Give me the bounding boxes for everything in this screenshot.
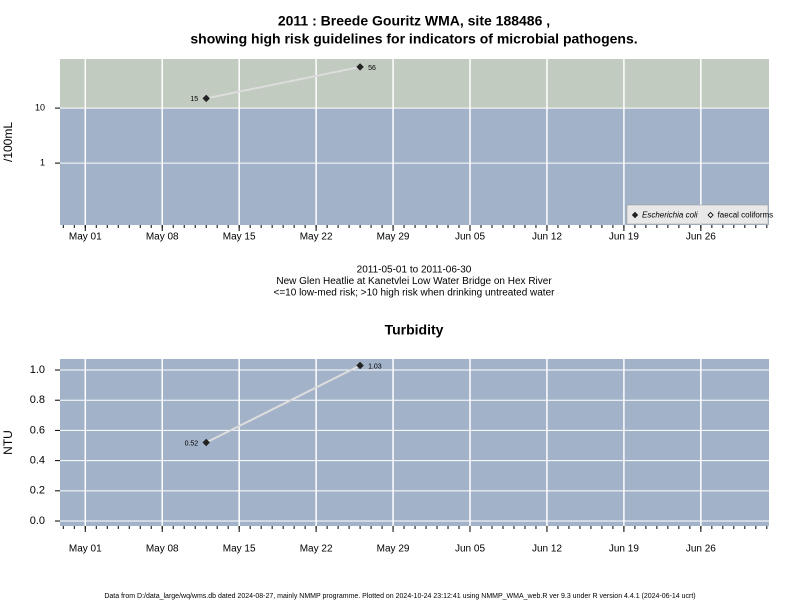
legend-marker (631, 211, 639, 219)
legend-box (626, 204, 769, 225)
x-tick-label: Jun 19 (609, 544, 639, 555)
data-label: 1.03 (368, 363, 382, 370)
plot-background (60, 359, 769, 526)
y-tick-label: 1.0 (30, 364, 45, 376)
x-tick-label: May 01 (69, 544, 102, 555)
footer: Data from D:/data_large/wq/wms.db dated … (104, 593, 695, 600)
x-tick-label: May 29 (377, 544, 410, 555)
chart-title: 2011 : Breede Gouritz WMA, site 188486 , (278, 13, 550, 29)
x-tick-label: Jun 05 (455, 544, 485, 555)
x-tick-label: May 22 (300, 544, 333, 555)
data-label: 0.52 (185, 440, 199, 447)
data-label: 15 (190, 96, 198, 103)
x-tick-label: May 22 (300, 232, 333, 243)
y-tick-label: 10 (35, 102, 45, 112)
y-axis-label: /100mL (1, 122, 15, 162)
y-axis-label: NTU (1, 430, 15, 455)
x-tick-label: May 01 (69, 232, 102, 243)
series-line (205, 65, 361, 100)
x-tick-label: Jun 05 (455, 232, 485, 243)
subtitle: New Glen Heatlie at Kanetvlei Low Water … (276, 276, 552, 287)
legend-marker (707, 211, 714, 219)
x-tick-label: May 08 (146, 232, 179, 243)
y-tick-label: 0.8 (30, 394, 45, 406)
subtitle: 2011-05-01 to 2011-06-30 (357, 265, 472, 276)
x-tick-label: Jun 26 (686, 232, 716, 243)
legend-label: Escherichia coli (642, 211, 698, 220)
chart-title: showing high risk guidelines for indicat… (190, 31, 637, 47)
x-tick-label: May 15 (223, 544, 256, 555)
series-line (205, 364, 361, 444)
x-tick-label: Jun 12 (532, 232, 562, 243)
x-tick-label: May 15 (223, 232, 256, 243)
y-tick-label: 0.0 (30, 515, 45, 527)
x-tick-label: Jun 19 (609, 232, 639, 243)
data-point (356, 361, 364, 370)
chart-title: Turbidity (385, 322, 444, 338)
data-label: 56 (368, 65, 376, 72)
y-tick-label: 0.4 (30, 455, 45, 467)
subtitle: <=10 low-med risk; >10 high risk when dr… (274, 288, 556, 299)
y-tick-label: 1 (40, 157, 45, 167)
x-tick-label: May 29 (377, 232, 410, 243)
risk-region (60, 59, 769, 109)
data-point (202, 94, 210, 103)
data-point (202, 438, 210, 447)
x-tick-label: Jun 26 (686, 544, 716, 555)
y-tick-label: 0.6 (30, 424, 45, 436)
y-tick-label: 0.2 (30, 485, 45, 497)
x-tick-label: Jun 12 (532, 544, 562, 555)
data-point (356, 63, 364, 71)
x-tick-label: May 08 (146, 544, 179, 555)
legend-label: faecal coliforms (718, 211, 774, 220)
